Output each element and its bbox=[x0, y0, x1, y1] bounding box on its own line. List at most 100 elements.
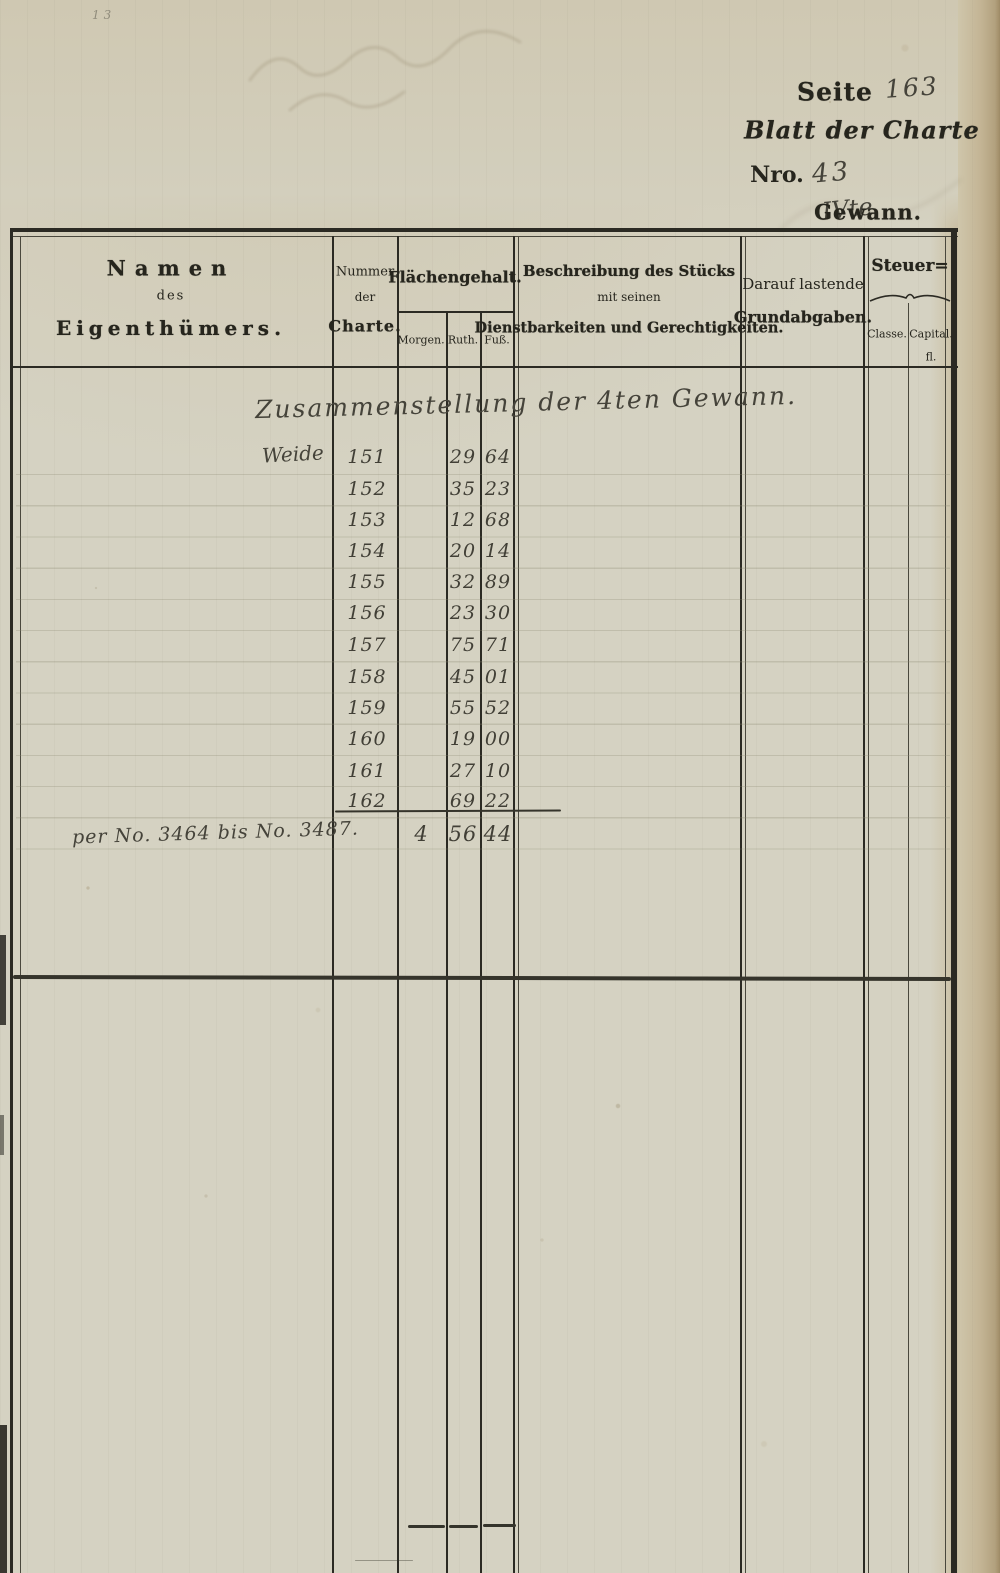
col-header-grundabgaben-line1: Darauf lastende bbox=[742, 275, 864, 293]
cell-nummer: 151 bbox=[347, 446, 387, 468]
col-header-nummer-line3: Charte. bbox=[328, 316, 402, 336]
gewann-label: Gewann. bbox=[814, 199, 922, 225]
cell-ruth: 23 bbox=[449, 602, 477, 624]
scan-edge-artifact bbox=[0, 935, 6, 1025]
cell-nummer: 160 bbox=[347, 728, 387, 750]
entries-heading-handwritten: Zusammenstellung der 4ten Gewann. bbox=[254, 380, 798, 425]
col-header-steuer-title: Steuer= bbox=[871, 256, 949, 276]
cell-ruth: 75 bbox=[449, 634, 477, 656]
table-row: 151 29 64 bbox=[0, 446, 1000, 474]
col-header-grundabgaben-line2: Grundabgaben. bbox=[733, 307, 873, 327]
cell-ruth: 45 bbox=[449, 666, 477, 688]
cell-ruth: 55 bbox=[449, 697, 477, 719]
cell-nummer: 161 bbox=[347, 760, 387, 782]
cell-ruth: 12 bbox=[449, 509, 477, 531]
cell-nummer: 154 bbox=[347, 540, 387, 562]
nro-label: Nro. bbox=[750, 162, 804, 188]
col-divider-beschreibung-grundabgaben bbox=[740, 236, 742, 1573]
table-row: 161 27 10 bbox=[0, 760, 1000, 788]
cell-nummer: 152 bbox=[347, 478, 387, 500]
col-header-namen-line1: Namen bbox=[106, 255, 236, 281]
table-left-border-inner bbox=[20, 236, 21, 1573]
corner-pencil-mark: 13 bbox=[92, 8, 116, 22]
cell-nummer: 162 bbox=[347, 790, 387, 812]
bottom-sum-dash-fuss bbox=[483, 1524, 516, 1527]
cell-fuss: 00 bbox=[484, 728, 512, 750]
cell-nummer: 158 bbox=[347, 666, 387, 688]
col-divider-fuss-beschreibung-inner bbox=[518, 236, 519, 1573]
table-left-border bbox=[10, 228, 13, 1573]
cell-fuss: 71 bbox=[484, 634, 512, 656]
cell-ruth: 20 bbox=[449, 540, 477, 562]
col-header-capital: Capital. bbox=[909, 327, 953, 341]
cell-fuss: 64 bbox=[484, 446, 512, 468]
cell-nummer: 156 bbox=[347, 602, 387, 624]
cell-fuss: 52 bbox=[484, 697, 512, 719]
cell-fuss: 89 bbox=[484, 571, 512, 593]
col-header-capital-unit: fl. bbox=[925, 350, 937, 364]
col-header-beschreibung-line2: mit seinen bbox=[597, 290, 661, 304]
header-bottom-rule bbox=[10, 366, 958, 368]
col-header-ruth: Ruth. bbox=[447, 333, 479, 347]
cell-ruth: 69 bbox=[449, 790, 477, 812]
col-header-fuss: Fuß. bbox=[484, 333, 510, 347]
cell-nummer: 153 bbox=[347, 509, 387, 531]
cell-fuss: 68 bbox=[484, 509, 512, 531]
table-row: 162 69 22 bbox=[0, 790, 1000, 818]
page-right-edge bbox=[958, 0, 1000, 1573]
col-header-nummer-line2: der bbox=[354, 290, 376, 304]
bottom-sum-dash-ruth bbox=[449, 1525, 478, 1528]
cell-fuss: 10 bbox=[484, 760, 512, 782]
col-divider-ruth-fuss bbox=[480, 313, 482, 1573]
cell-nummer: 155 bbox=[347, 571, 387, 593]
table-right-border-inner bbox=[945, 236, 946, 1573]
cell-ruth: 27 bbox=[449, 760, 477, 782]
cell-fuss: 30 bbox=[484, 602, 512, 624]
col-divider-beschreibung-grundabgaben-inner bbox=[745, 236, 746, 1573]
flaechengehalt-subheader-rule bbox=[397, 311, 513, 313]
cell-fuss: 23 bbox=[484, 478, 512, 500]
cell-nummer: 159 bbox=[347, 697, 387, 719]
bottom-sum-dash-morgen bbox=[408, 1525, 445, 1528]
table-row: 160 19 00 bbox=[0, 728, 1000, 756]
total-morgen: 4 bbox=[414, 822, 429, 846]
table-row: 154 20 14 bbox=[0, 540, 1000, 568]
scan-edge-artifact bbox=[0, 1425, 7, 1573]
blatt-der-charte-label: Blatt der Charte bbox=[744, 115, 980, 145]
col-header-nummer-line1: Nummer bbox=[335, 264, 395, 280]
col-header-beschreibung-line3: Dienstbarkeiten und Gerechtigkeiten. bbox=[474, 319, 784, 337]
col-divider-grundabgaben-steuer-inner bbox=[868, 236, 869, 1573]
col-divider-nummer-flaeche bbox=[397, 236, 399, 1573]
seite-label: Seite bbox=[797, 77, 873, 107]
cell-ruth: 29 bbox=[449, 446, 477, 468]
col-divider-classe-capital bbox=[908, 303, 910, 1573]
cell-fuss: 22 bbox=[484, 790, 512, 812]
col-header-morgen: Morgen. bbox=[397, 333, 445, 347]
seite-value: 163 bbox=[884, 71, 940, 104]
col-header-namen-line2: des bbox=[156, 288, 186, 304]
nro-value: 43 bbox=[810, 156, 853, 190]
page-top-band bbox=[0, 0, 1000, 228]
table-row: 152 35 23 bbox=[0, 478, 1000, 506]
bottom-faint-rule bbox=[355, 1560, 413, 1562]
col-divider-grundabgaben-steuer bbox=[863, 236, 865, 1573]
cell-fuss: 01 bbox=[484, 666, 512, 688]
table-row: 158 45 01 bbox=[0, 666, 1000, 694]
col-header-flaechengehalt-title: Flächengehalt. bbox=[388, 267, 522, 287]
table-top-border bbox=[10, 228, 958, 232]
cell-ruth: 35 bbox=[449, 478, 477, 500]
col-header-beschreibung-line1: Beschreibung des Stücks bbox=[522, 262, 736, 280]
total-ruth: 56 bbox=[448, 822, 478, 846]
col-header-classe: Classe. bbox=[867, 327, 907, 341]
steuer-brace bbox=[869, 293, 951, 302]
table-row: 153 12 68 bbox=[0, 509, 1000, 537]
total-row: 4 56 44 bbox=[0, 822, 1000, 850]
table-row: 157 75 71 bbox=[0, 634, 1000, 662]
table-row: 159 55 52 bbox=[0, 697, 1000, 725]
col-divider-morgen-ruth bbox=[446, 313, 448, 1573]
section-divider-rule bbox=[12, 975, 952, 981]
scan-edge-artifact bbox=[0, 1115, 4, 1155]
total-fuss: 44 bbox=[483, 822, 513, 846]
table-row: 156 23 30 bbox=[0, 602, 1000, 630]
